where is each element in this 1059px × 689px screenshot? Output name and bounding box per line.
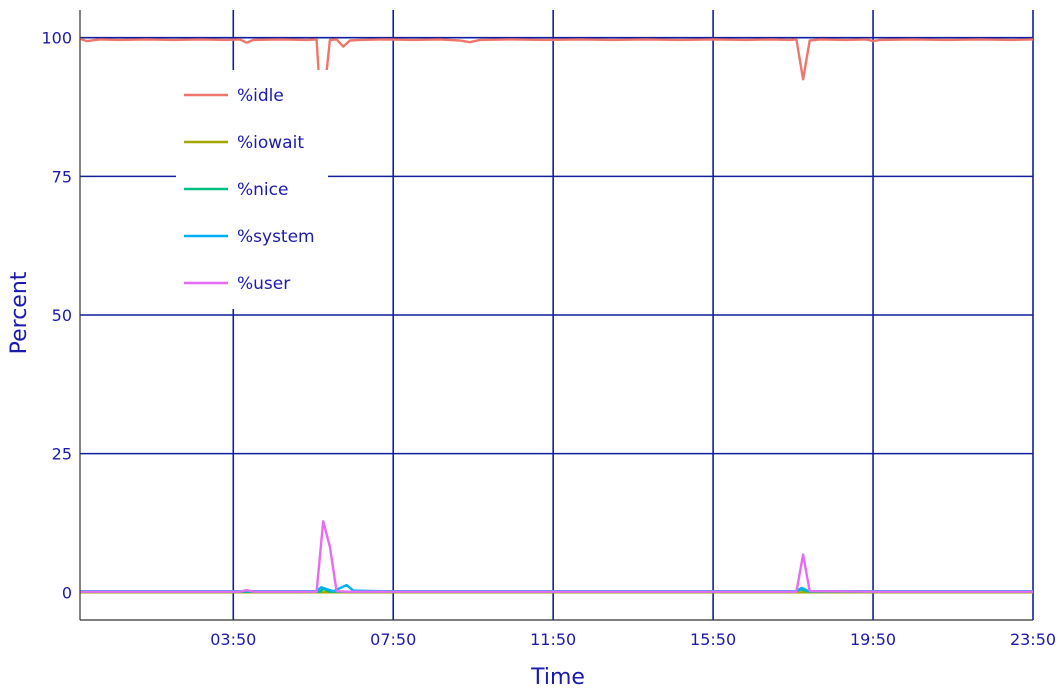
x-tick-label: 07:50 xyxy=(370,630,416,649)
legend: %idle %iowait %nice %system %user xyxy=(176,70,328,309)
y-tick-label: 25 xyxy=(52,445,72,464)
legend-label-iowait: %iowait xyxy=(237,133,304,153)
x-tick-label: 19:50 xyxy=(850,630,896,649)
y-tick-label: 100 xyxy=(41,29,72,48)
y-tick-label: 50 xyxy=(52,306,72,325)
y-axis-title: Percent xyxy=(7,271,32,354)
x-tick-label: 11:50 xyxy=(530,630,576,649)
series-line-system xyxy=(80,583,1033,593)
x-tick-label: 23:50 xyxy=(1010,630,1056,649)
legend-label-user: %user xyxy=(237,274,290,294)
series-lines xyxy=(79,37,1034,594)
x-tick-label: 03:50 xyxy=(210,630,256,649)
y-tick-label: 0 xyxy=(62,583,72,602)
axes xyxy=(79,10,1033,621)
series-line-idle xyxy=(79,37,1034,106)
tick-labels: 0 25 50 75 100 03:50 07:50 11:50 15:50 19:50 23:50 xyxy=(41,29,1056,649)
series-line-user xyxy=(80,520,1033,593)
x-tick-label: 15:50 xyxy=(690,630,736,649)
legend-label-idle: %idle xyxy=(237,86,284,106)
legend-label-nice: %nice xyxy=(237,180,288,200)
y-tick-label: 75 xyxy=(52,167,72,186)
x-axis-title: Time xyxy=(530,665,585,689)
legend-label-system: %system xyxy=(237,227,315,247)
